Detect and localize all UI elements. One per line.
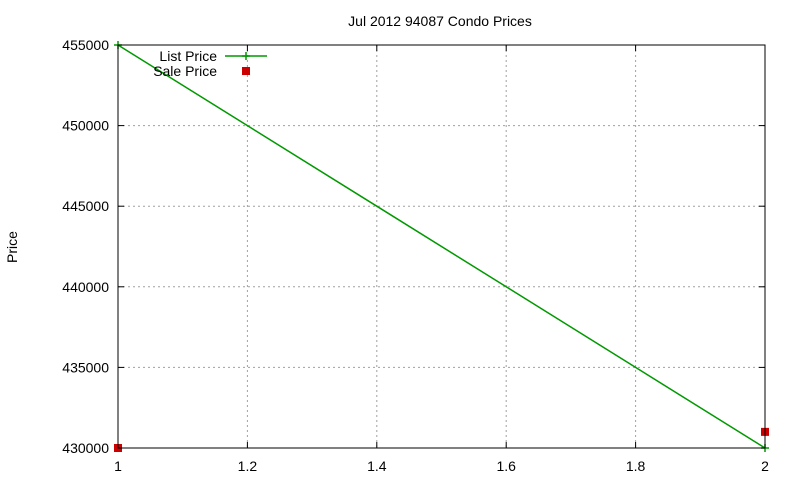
legend-label-sale-price: Sale Price [153, 63, 217, 79]
y-tick-label: 445000 [62, 198, 109, 214]
tick-layer: 1 1.2 1.4 1.6 1.8 2 430000 435000 440000 445000 45… [62, 37, 769, 474]
legend-marker-sale-price [242, 67, 250, 75]
y-tick-label: 450000 [62, 118, 109, 134]
y-tick-label: 455000 [62, 37, 109, 53]
series-layer [114, 41, 769, 452]
x-tick-label: 2 [761, 458, 769, 474]
chart-title: Jul 2012 94087 Condo Prices [348, 13, 532, 29]
x-tick-label: 1.2 [238, 458, 258, 474]
plot-area-border [117, 44, 766, 449]
y-tick-label: 430000 [62, 440, 109, 456]
grid-layer [118, 45, 765, 448]
x-tick-label: 1.6 [496, 458, 516, 474]
legend-marker-list-price [242, 52, 250, 60]
x-tick-label: 1.4 [367, 458, 387, 474]
legend-label-list-price: List Price [159, 48, 217, 64]
y-axis-label: Price [4, 231, 20, 263]
x-tick-label: 1.8 [626, 458, 646, 474]
x-tick-label: 1 [114, 458, 122, 474]
list-price-line [117, 44, 766, 449]
y-tick-label: 440000 [62, 279, 109, 295]
y-tick-label: 435000 [62, 359, 109, 375]
